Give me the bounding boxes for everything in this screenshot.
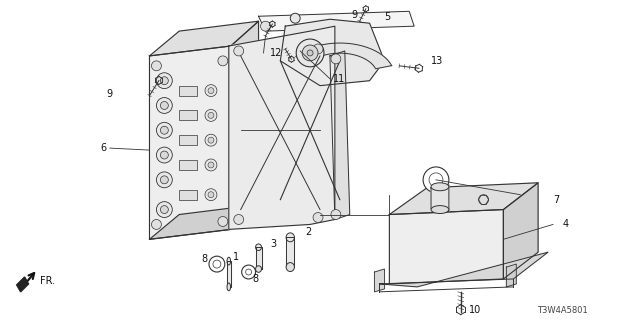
Circle shape (234, 46, 244, 56)
Ellipse shape (286, 233, 294, 242)
Text: 9: 9 (352, 10, 358, 20)
Ellipse shape (255, 266, 262, 272)
Circle shape (260, 21, 271, 31)
Circle shape (429, 173, 443, 187)
Ellipse shape (227, 283, 230, 291)
FancyBboxPatch shape (179, 110, 197, 120)
Polygon shape (255, 247, 262, 269)
Circle shape (218, 56, 228, 66)
Polygon shape (150, 46, 231, 239)
Polygon shape (374, 269, 385, 292)
FancyBboxPatch shape (179, 190, 197, 200)
Circle shape (313, 44, 323, 54)
Circle shape (307, 50, 313, 56)
Circle shape (208, 137, 214, 143)
Text: 12: 12 (271, 48, 283, 58)
Ellipse shape (227, 257, 230, 265)
Circle shape (156, 98, 172, 113)
Circle shape (302, 45, 318, 61)
Circle shape (208, 192, 214, 198)
Polygon shape (17, 277, 29, 292)
Text: 4: 4 (563, 220, 569, 229)
Circle shape (479, 195, 488, 204)
Polygon shape (330, 51, 349, 220)
Polygon shape (259, 11, 414, 31)
Circle shape (234, 214, 244, 224)
Circle shape (156, 73, 172, 89)
Polygon shape (286, 237, 294, 267)
Circle shape (331, 54, 341, 64)
Text: 6: 6 (100, 143, 106, 153)
Text: 8: 8 (253, 274, 259, 284)
Text: 5: 5 (385, 12, 390, 22)
Polygon shape (150, 21, 259, 56)
Circle shape (161, 101, 168, 109)
Text: 7: 7 (553, 195, 559, 205)
Circle shape (208, 162, 214, 168)
Circle shape (161, 206, 168, 213)
Polygon shape (296, 43, 392, 69)
Polygon shape (231, 21, 259, 229)
Circle shape (246, 269, 252, 275)
Circle shape (296, 39, 324, 67)
Polygon shape (280, 19, 385, 86)
Ellipse shape (255, 244, 262, 251)
Circle shape (161, 126, 168, 134)
Text: 1: 1 (233, 252, 239, 262)
Text: 3: 3 (271, 239, 276, 249)
Circle shape (205, 109, 217, 121)
Text: 13: 13 (431, 56, 444, 66)
Circle shape (242, 265, 255, 279)
Circle shape (208, 88, 214, 93)
Text: 9: 9 (107, 89, 113, 99)
Text: 10: 10 (468, 305, 481, 315)
Circle shape (156, 122, 172, 138)
Circle shape (209, 256, 225, 272)
Circle shape (205, 159, 217, 171)
FancyBboxPatch shape (179, 135, 197, 145)
Circle shape (161, 176, 168, 184)
Circle shape (331, 210, 341, 220)
Polygon shape (150, 204, 259, 239)
Polygon shape (504, 183, 538, 279)
FancyBboxPatch shape (179, 160, 197, 170)
Polygon shape (506, 264, 516, 287)
Text: T3W4A5801: T3W4A5801 (537, 306, 588, 315)
Circle shape (161, 151, 168, 159)
Text: FR.: FR. (40, 276, 56, 286)
Circle shape (156, 147, 172, 163)
Ellipse shape (431, 206, 449, 213)
Ellipse shape (431, 183, 449, 191)
Circle shape (156, 202, 172, 218)
Circle shape (208, 112, 214, 118)
Polygon shape (431, 185, 449, 212)
Circle shape (291, 13, 300, 23)
FancyBboxPatch shape (179, 86, 197, 96)
Circle shape (152, 220, 161, 229)
Text: 11: 11 (333, 74, 345, 84)
Polygon shape (389, 210, 504, 284)
Polygon shape (380, 252, 548, 287)
Circle shape (313, 212, 323, 222)
Circle shape (205, 189, 217, 201)
Circle shape (205, 85, 217, 97)
Circle shape (205, 134, 217, 146)
Text: 2: 2 (305, 228, 312, 237)
Polygon shape (389, 183, 538, 214)
Polygon shape (227, 261, 230, 287)
Ellipse shape (286, 263, 294, 272)
Polygon shape (228, 26, 335, 229)
Circle shape (152, 61, 161, 71)
Circle shape (161, 77, 168, 85)
Circle shape (213, 260, 221, 268)
Circle shape (156, 172, 172, 188)
Circle shape (218, 217, 228, 227)
Circle shape (423, 167, 449, 193)
Text: 8: 8 (201, 254, 207, 264)
